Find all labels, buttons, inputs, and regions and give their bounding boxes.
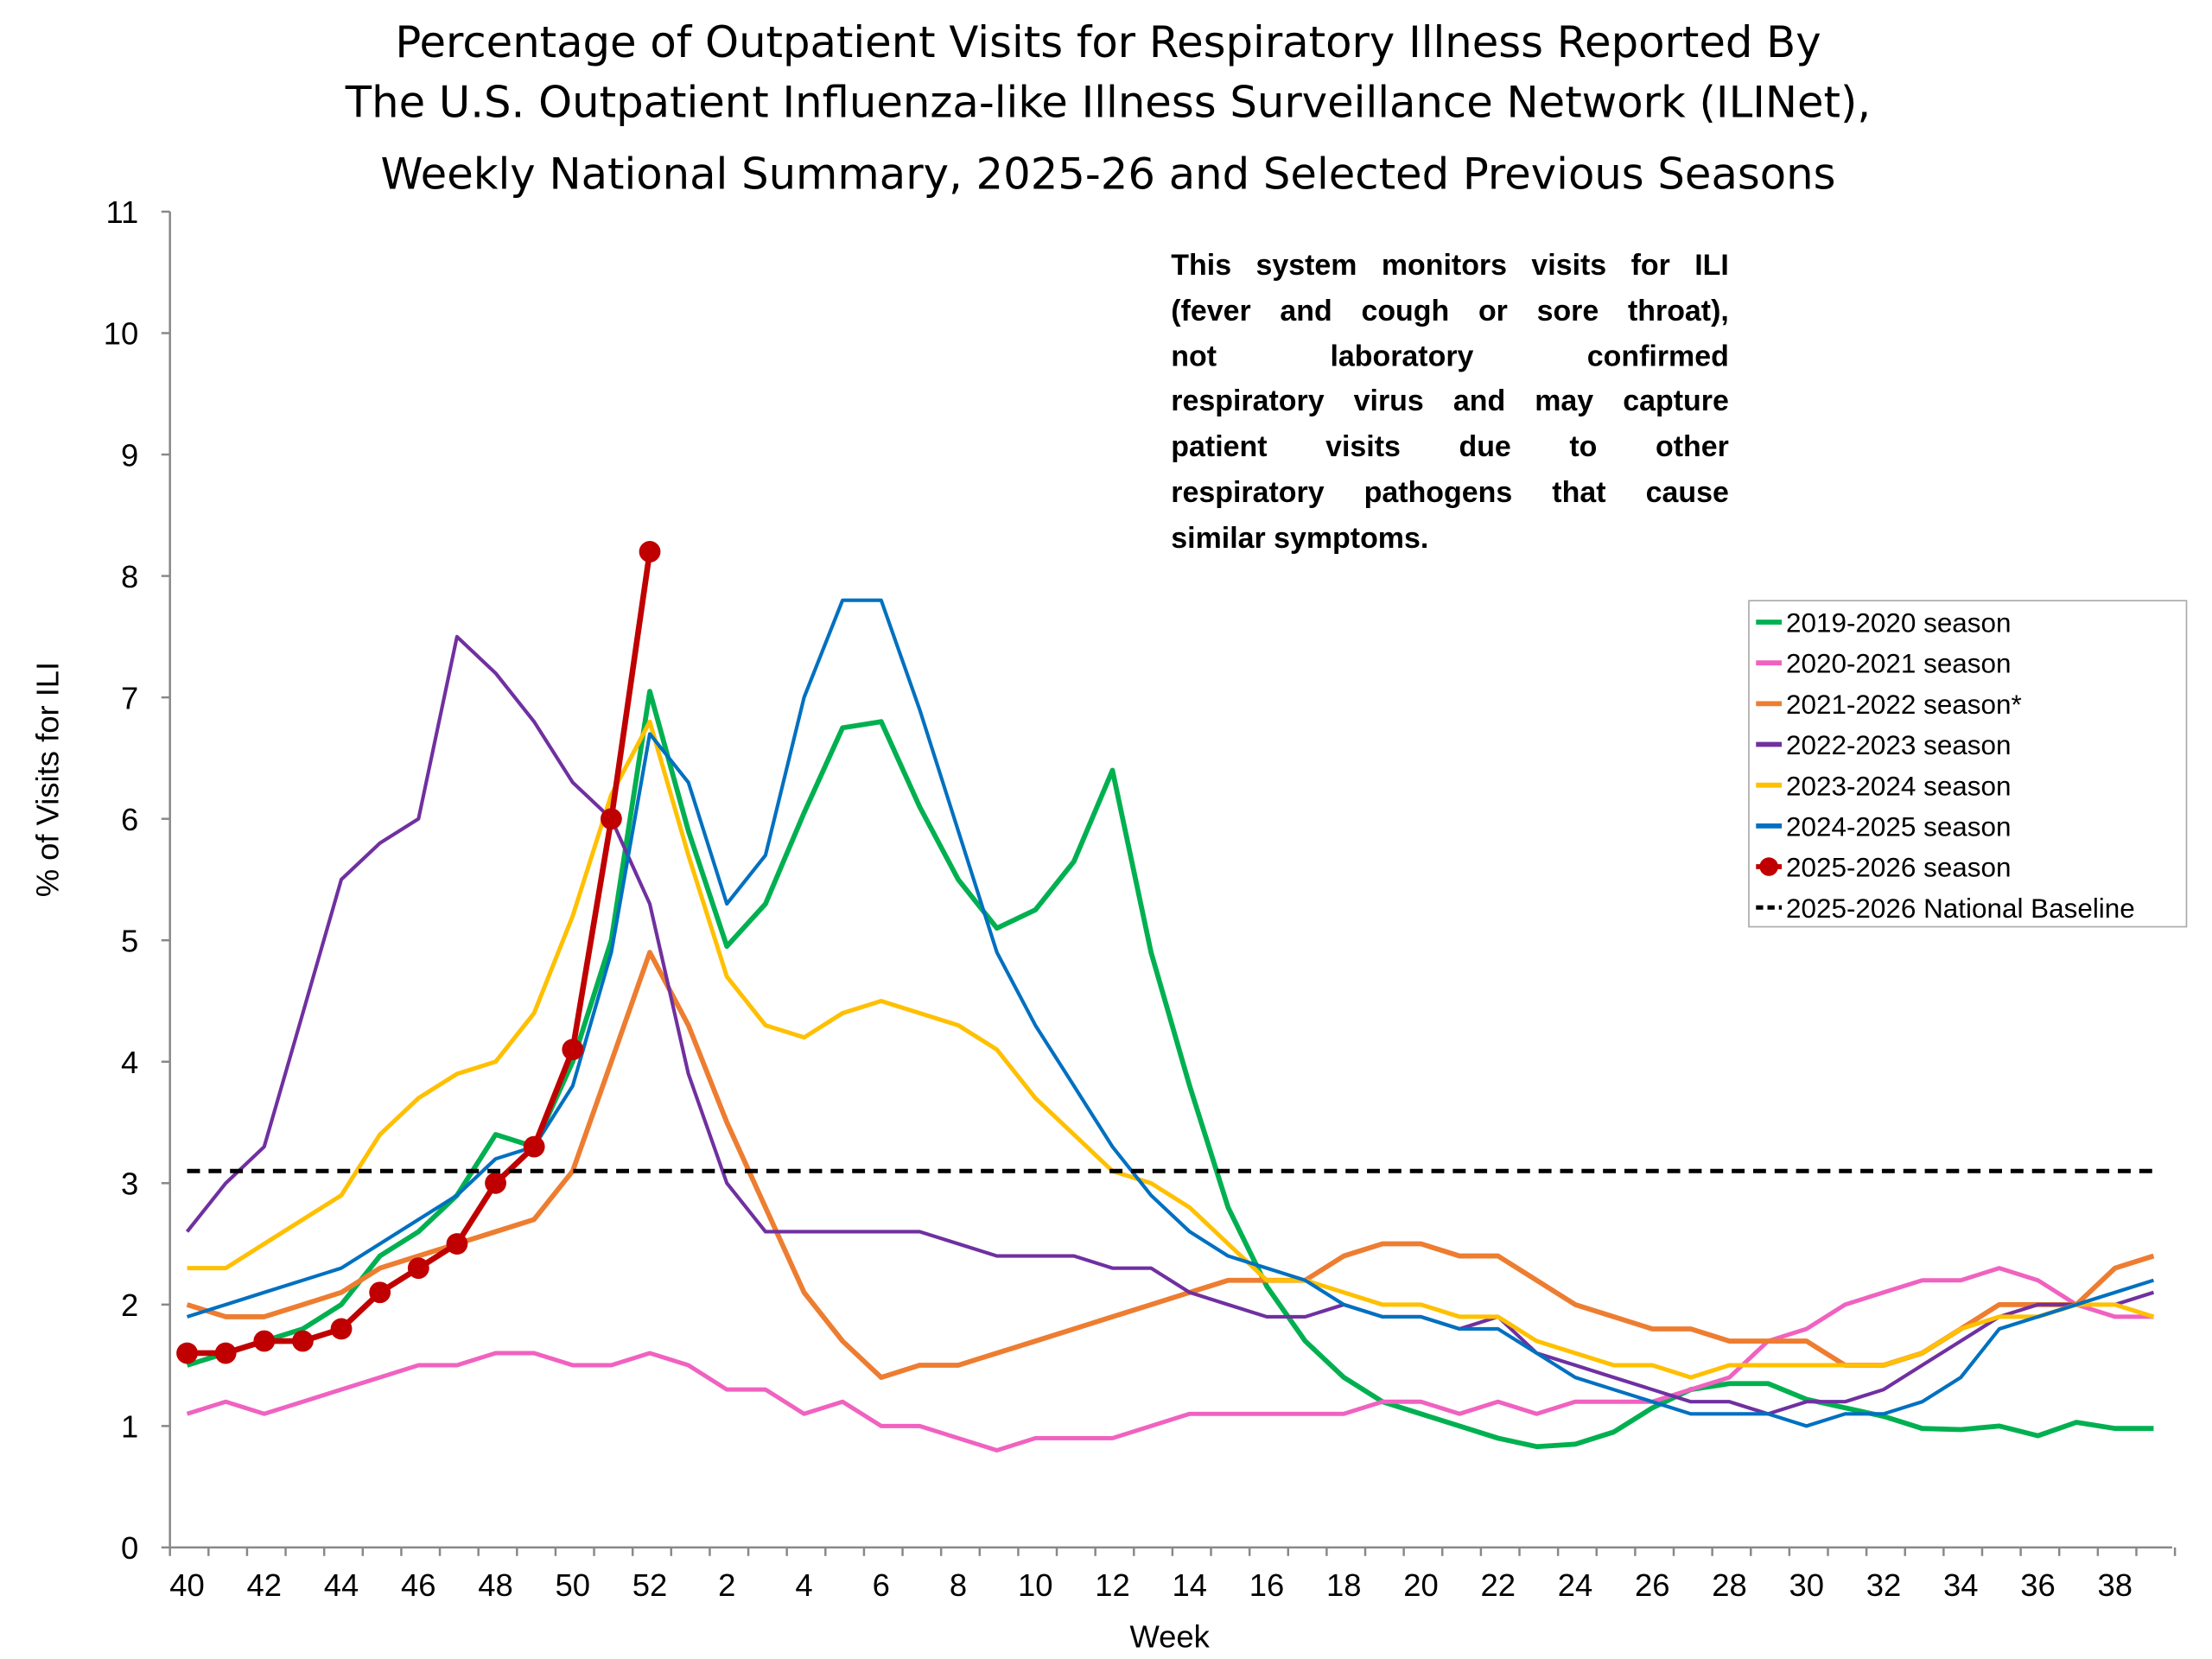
x-tick-label: 44 — [324, 1567, 359, 1603]
legend-label-2025-2026-season: 2025-2026 season — [1786, 853, 2011, 883]
annotation-line: (fever and cough or sore throat), — [1171, 294, 1729, 327]
y-tick-label: 11 — [105, 194, 138, 230]
data-point-2025-2026-season — [600, 808, 622, 830]
x-tick-label: 48 — [478, 1567, 513, 1603]
data-point-2025-2026-season — [330, 1318, 353, 1340]
legend-frame — [1748, 600, 2188, 928]
y-tick-label: 9 — [121, 437, 138, 473]
annotation-line: respiratory pathogens that cause — [1171, 476, 1729, 510]
y-tick-label: 5 — [121, 923, 138, 958]
data-point-2025-2026-season — [292, 1330, 314, 1352]
y-tick-label: 4 — [121, 1045, 138, 1080]
y-tick-label: 1 — [121, 1409, 138, 1445]
data-point-2025-2026-season — [446, 1233, 468, 1255]
x-tick-label: 8 — [950, 1567, 967, 1603]
series-lines — [176, 541, 2155, 1452]
data-point-2025-2026-season — [407, 1257, 429, 1280]
data-point-2025-2026-season — [214, 1342, 237, 1364]
x-tick-label: 42 — [247, 1567, 283, 1603]
y-tick-label: 8 — [121, 559, 138, 594]
annotation-box: This system monitors visits for ILI (feve… — [1171, 243, 1729, 561]
x-tick-label: 36 — [2020, 1567, 2056, 1603]
x-tick-label: 14 — [1173, 1567, 1208, 1603]
legend-label-2025-2026-national-baseline: 2025-2026 National Baseline — [1786, 893, 2135, 924]
series-line-2023-2024-season — [187, 719, 2155, 1380]
annotation-line: respiratory virus and may capture — [1171, 385, 1729, 418]
x-tick-label: 38 — [2097, 1567, 2133, 1603]
x-tick-label: 16 — [1249, 1567, 1285, 1603]
legend-label-2021-2022-season: 2021-2022 season* — [1786, 690, 2022, 720]
x-tick-label: 40 — [169, 1567, 205, 1603]
legend-label-2019-2020-season: 2019-2020 season — [1786, 608, 2011, 639]
data-point-2025-2026-season — [369, 1281, 391, 1304]
data-point-2025-2026-season — [639, 541, 661, 563]
series-line-2019-2020-season — [186, 689, 2154, 1450]
data-point-2025-2026-season — [523, 1135, 545, 1158]
y-tick-label: 3 — [121, 1166, 138, 1202]
y-axis-label: % of Visits for ILI — [30, 662, 66, 897]
x-tick-label: 34 — [1943, 1567, 1979, 1603]
legend-label-2024-2025-season: 2024-2025 season — [1786, 811, 2011, 842]
annotation-line: patient visits due to other — [1171, 430, 1729, 464]
chart-title-line-1: Percentage of Outpatient Visits for Resp… — [395, 17, 1821, 67]
y-tick-label: 0 — [121, 1530, 138, 1566]
y-tick-label: 2 — [121, 1287, 138, 1323]
x-tick-label: 10 — [1018, 1567, 1053, 1603]
y-tick-label: 10 — [104, 316, 139, 352]
annotation-line: This system monitors visits for ILI — [1171, 249, 1729, 283]
x-tick-label: 32 — [1866, 1567, 1902, 1603]
x-tick-label: 46 — [401, 1567, 436, 1603]
chart-title-line-2: The U.S. Outpatient Influenza-like Illne… — [345, 78, 1871, 128]
x-tick-label: 30 — [1789, 1567, 1824, 1603]
x-tick-label: 18 — [1326, 1567, 1362, 1603]
legend-label-2023-2024-season: 2023-2024 season — [1786, 771, 2011, 801]
x-tick-label: 12 — [1095, 1567, 1130, 1603]
series-line-2021-2022-season — [186, 950, 2155, 1380]
x-tick-label: 4 — [795, 1567, 812, 1603]
annotation-text: This system monitors visits for ILI (feve… — [1171, 243, 1729, 561]
legend-label-2022-2023-season: 2022-2023 season — [1786, 730, 2011, 760]
x-tick-label: 24 — [1558, 1567, 1593, 1603]
series-line-2020-2021-season — [186, 1266, 2154, 1452]
y-tick-label: 7 — [121, 680, 138, 715]
x-axis-label: Week — [1129, 1619, 1210, 1655]
data-point-2025-2026-season — [253, 1330, 276, 1352]
x-tick-label: 50 — [556, 1567, 591, 1603]
legend-label-2020-2021-season: 2020-2021 season — [1786, 649, 2011, 679]
data-point-2025-2026-season — [176, 1342, 198, 1364]
x-tick-label: 2 — [718, 1567, 735, 1603]
x-tick-label: 26 — [1635, 1567, 1670, 1603]
chart-title-line-3: Weekly National Summary, 2025-26 and Sel… — [381, 149, 1836, 199]
x-tick-label: 28 — [1712, 1567, 1747, 1603]
annotation-line: similar symptoms. — [1171, 521, 1429, 555]
x-tick-label: 52 — [632, 1567, 668, 1603]
series-line-2024-2025-season — [186, 598, 2155, 1428]
x-tick-label: 20 — [1403, 1567, 1439, 1603]
data-point-2025-2026-season — [485, 1172, 506, 1194]
annotation-line: not laboratory confirmed — [1171, 340, 1729, 373]
legend-marker-2025-2026-season — [1759, 857, 1778, 876]
data-point-2025-2026-season — [562, 1039, 584, 1061]
x-tick-label: 6 — [873, 1567, 890, 1603]
y-tick-label: 6 — [121, 802, 138, 837]
legend: 2019-2020 season 2020-2021 season 2021-202… — [1748, 600, 2188, 928]
series-line-2022-2023-season — [185, 634, 2155, 1416]
x-tick-label: 22 — [1480, 1567, 1516, 1603]
